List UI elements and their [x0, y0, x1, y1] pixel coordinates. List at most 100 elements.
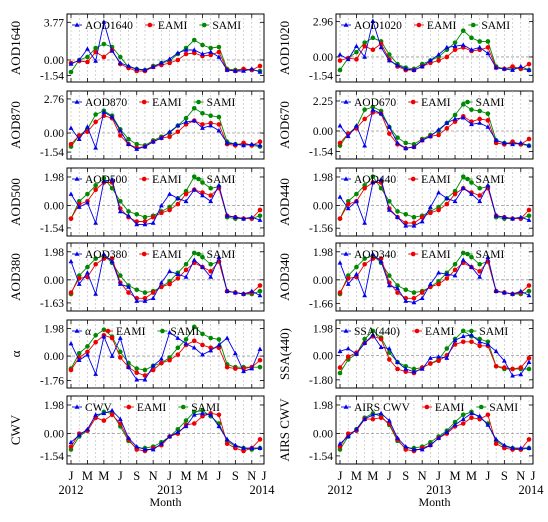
point-sami: [85, 344, 90, 349]
point-sami: [200, 110, 205, 116]
point-obs: [142, 298, 148, 303]
point-eami: [93, 339, 98, 345]
point-obs: [411, 223, 417, 228]
point-eami: [444, 201, 450, 207]
point-obs: [362, 143, 368, 148]
point-obs: [85, 352, 90, 357]
point-eami: [337, 290, 343, 295]
legend-entry: SAMI: [466, 326, 508, 338]
point-sami: [93, 45, 98, 51]
legend-label: SAMI: [207, 174, 236, 186]
point-obs: [345, 56, 351, 62]
point-eami: [362, 261, 367, 267]
point-sami: [118, 349, 123, 355]
point-obs: [436, 51, 442, 57]
point-obs: [493, 213, 499, 218]
point-sami: [403, 363, 409, 369]
y-tick-label: 0.00: [313, 429, 333, 441]
legend-entry: SAMI: [199, 20, 241, 32]
y-tick-label: 0.00: [44, 275, 64, 287]
point-obs: [485, 182, 491, 188]
point-obs: [249, 214, 255, 219]
point-obs: [452, 198, 458, 204]
point-obs: [93, 58, 99, 63]
point-obs: [142, 446, 148, 452]
point-obs: [370, 251, 376, 257]
point-obs: [362, 416, 368, 421]
y-tick-label: 0.00: [313, 275, 333, 287]
point-sami: [395, 283, 400, 288]
point-obs: [183, 423, 189, 429]
legend-label: EAMI: [421, 97, 451, 109]
point-obs: [354, 351, 359, 356]
point-obs: [93, 145, 99, 150]
legend-entry: SAMI: [468, 20, 510, 32]
legend-marker: [410, 176, 416, 182]
point-obs: [526, 217, 532, 222]
legend-label: SAMI: [476, 174, 505, 186]
point-eami: [444, 54, 450, 60]
point-obs: [93, 371, 99, 376]
point-obs: [85, 270, 90, 275]
point-obs: [386, 207, 392, 212]
point-obs: [117, 208, 123, 214]
point-obs: [370, 107, 376, 112]
point-eami: [175, 201, 181, 207]
legend-entry: SAMI: [193, 249, 235, 261]
point-obs: [175, 335, 181, 340]
point-eami: [200, 190, 205, 195]
point-eami: [477, 269, 482, 274]
point-eami: [362, 185, 367, 191]
legend-marker: [196, 99, 201, 105]
point-eami: [68, 367, 74, 373]
point-sami: [216, 337, 222, 342]
panel-ssa440: 1.98 0.00 -1.80 SSA(440) SSA(440) EAMI SAMI: [277, 319, 534, 389]
point-sami: [452, 419, 458, 425]
point-obs: [191, 257, 197, 262]
point-sami: [93, 112, 98, 117]
point-obs: [241, 68, 246, 73]
point-eami: [502, 365, 507, 370]
point-sami: [208, 335, 213, 341]
point-eami: [257, 63, 263, 69]
legend-entry: EAMI: [144, 20, 187, 32]
point-obs: [257, 142, 263, 148]
point-obs: [191, 118, 197, 123]
point-sami: [134, 287, 140, 293]
x-year-label: 2014: [250, 483, 276, 497]
point-obs: [224, 67, 230, 72]
legend-marker: [469, 328, 474, 334]
point-obs: [427, 133, 433, 139]
legend-entry: SAMI: [462, 249, 504, 261]
point-obs: [411, 144, 417, 149]
point-obs: [485, 50, 491, 56]
legend-marker: [180, 404, 186, 410]
point-obs: [362, 292, 368, 298]
point-sami: [460, 328, 466, 334]
panel-airs-cwv: 1.98 0.00 -1.54 AIRS CWV AIRS CWV EAMI SAMI: [277, 395, 534, 465]
point-sami: [370, 35, 376, 41]
point-obs: [101, 251, 107, 257]
legend-entry: EAMI: [408, 174, 451, 186]
point-obs: [354, 123, 359, 128]
legend-marker: [343, 251, 349, 256]
y-axis-label: CWV: [8, 414, 23, 445]
panel-aod1640: 3.77 0.00 -1.54 AOD1640 AOD1640 EAMI SAMI: [8, 13, 265, 83]
point-sami: [68, 69, 74, 75]
point-eami: [370, 416, 376, 422]
legend-marker: [478, 404, 484, 410]
point-obs: [126, 284, 131, 289]
point-obs: [76, 281, 82, 286]
point-obs: [518, 371, 524, 377]
legend-label: SAMI: [170, 326, 199, 338]
point-obs: [395, 214, 400, 219]
legend-marker: [141, 99, 147, 105]
legend-label: EAMI: [421, 174, 451, 186]
point-obs: [403, 66, 409, 71]
legend-entry: EAMI: [103, 326, 146, 338]
point-obs: [68, 439, 74, 445]
point-eami: [452, 267, 458, 273]
point-sami: [469, 107, 474, 112]
point-obs: [501, 358, 507, 363]
